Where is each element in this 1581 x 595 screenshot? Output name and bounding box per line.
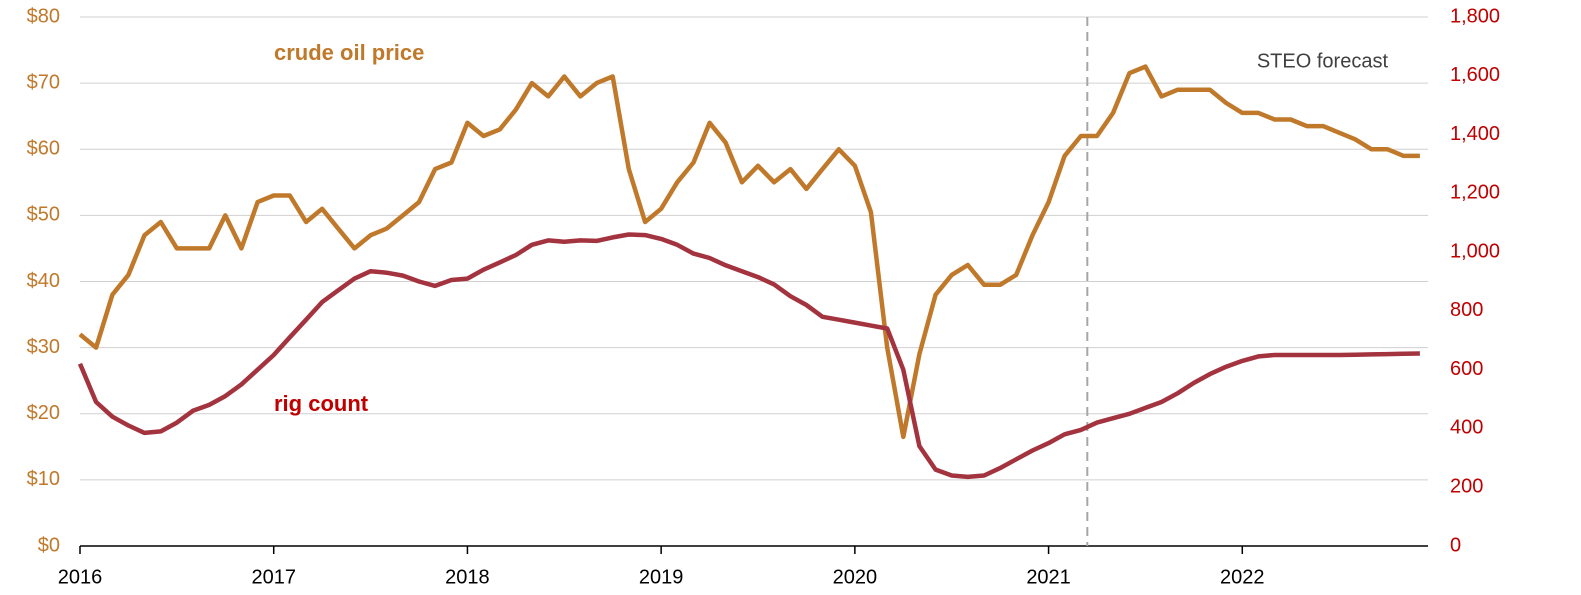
x-tick-label: 2016 [58, 566, 103, 588]
y-tick-label: $30 [27, 336, 60, 358]
y2-tick-label: 1,000 [1450, 240, 1500, 262]
x-tick-label: 2018 [445, 566, 490, 588]
y2-tick-label: 0 [1450, 534, 1461, 556]
y2-tick-label: 400 [1450, 417, 1483, 439]
y-tick-label: $60 [27, 138, 60, 160]
x-tick-label: 2021 [1026, 566, 1071, 588]
y2-tick-label: 200 [1450, 476, 1483, 498]
y-tick-label: $50 [27, 204, 60, 226]
y-tick-label: $80 [27, 5, 60, 27]
y-tick-label: $20 [27, 402, 60, 424]
series-line [78, 64, 1420, 440]
x-tick-label: 2017 [251, 566, 296, 588]
y2-tick-label: 1,400 [1450, 123, 1500, 145]
y-tick-label: $0 [38, 534, 60, 556]
y2-tick-label: 600 [1450, 358, 1483, 380]
y-tick-label: $70 [27, 71, 60, 93]
y2-tick-label: 800 [1450, 299, 1483, 321]
y2-tick-label: 1,200 [1450, 182, 1500, 204]
y2-tick-label: 1,800 [1450, 5, 1500, 27]
series-label: crude oil price [274, 40, 424, 65]
x-tick-label: 2020 [833, 566, 878, 588]
forecast-label: STEO forecast [1257, 50, 1389, 72]
series-label: rig count [274, 391, 369, 416]
x-tick-label: 2022 [1220, 566, 1265, 588]
y-tick-label: $40 [27, 270, 60, 292]
x-tick-label: 2019 [639, 566, 684, 588]
series-line [77, 232, 1420, 480]
y2-tick-label: 1,600 [1450, 64, 1500, 86]
y-tick-label: $10 [27, 468, 60, 490]
